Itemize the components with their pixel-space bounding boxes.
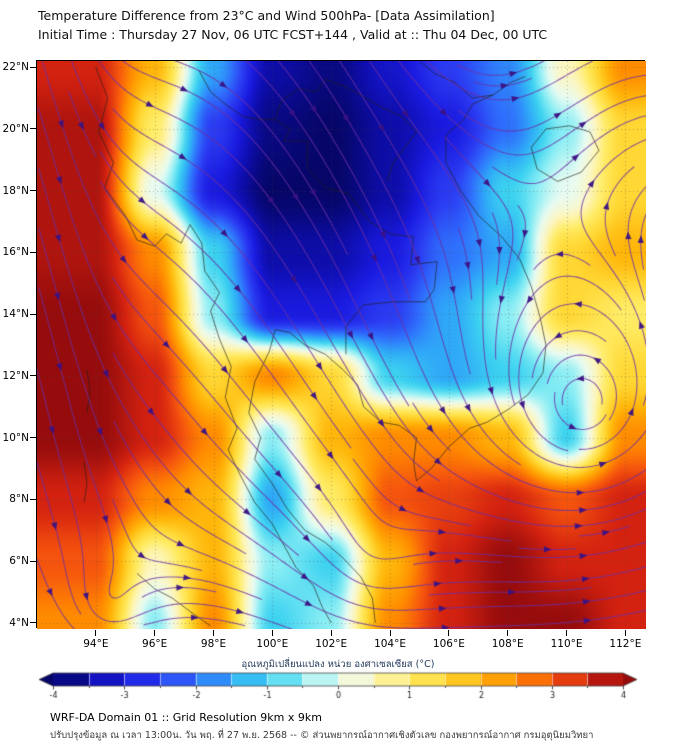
lon-tick-mark	[213, 630, 215, 636]
chart-subtitle: Initial Time : Thursday 27 Nov, 06 UTC F…	[38, 27, 548, 42]
lat-tick-mark	[30, 190, 36, 192]
lat-tick-mark	[30, 560, 36, 562]
lon-tick-label: 96°E	[142, 638, 168, 650]
lat-tick-mark	[30, 128, 36, 130]
lat-tick-label: 14°N	[2, 308, 29, 321]
lat-tick-label: 12°N	[2, 369, 29, 382]
lat-tick-mark	[30, 498, 36, 500]
temperature-wind-map-canvas	[37, 61, 646, 629]
lat-tick-mark	[30, 437, 36, 439]
lat-tick-label: 18°N	[2, 184, 29, 197]
lat-tick-mark	[30, 66, 36, 68]
colorbar-label: อุณหภูมิเปลี่ยนแปลง หน่วย องศาเซลเซียส (…	[241, 659, 435, 670]
lon-tick-label: 112°E	[609, 638, 642, 650]
lat-tick-label: 20°N	[2, 122, 29, 135]
lon-tick-mark	[448, 630, 450, 636]
lon-tick-label: 94°E	[83, 638, 109, 650]
lon-tick-label: 108°E	[491, 638, 524, 650]
lon-tick-mark	[330, 630, 332, 636]
colorbar-canvas	[36, 671, 640, 701]
lon-tick-mark	[95, 630, 97, 636]
map-area: 22°N 20°N 18°N 16°N 14°N 12°N 10°N 8°N 6°N 4°N 94°…	[3, 60, 646, 650]
lat-tick-label: 16°N	[2, 246, 29, 259]
lat-tick-mark	[30, 251, 36, 253]
lon-tick-label: 100°E	[256, 638, 289, 650]
lon-tick-label: 104°E	[374, 638, 406, 650]
lon-tick-mark	[566, 630, 568, 636]
lon-tick-label: 102°E	[315, 638, 348, 650]
footer-domain-info: WRF-DA Domain 01 :: Grid Resolution 9km …	[50, 711, 322, 724]
lon-tick-mark	[389, 630, 391, 636]
lat-tick-mark	[30, 622, 36, 624]
lon-tick-label: 110°E	[550, 638, 583, 650]
lon-tick-mark	[271, 630, 273, 636]
lon-tick-label: 106°E	[432, 638, 465, 650]
lon-tick-label: 98°E	[200, 638, 227, 650]
lat-tick-label: 22°N	[2, 61, 29, 74]
lat-tick-mark	[30, 313, 36, 315]
footer-update-info: ปรับปรุงข้อมูล ณ เวลา 13:00น. วัน พฤ. ที…	[50, 730, 594, 741]
lon-tick-mark	[507, 630, 509, 636]
colorbar	[36, 671, 640, 701]
lat-tick-label: 4°N	[9, 616, 29, 629]
lon-tick-mark	[154, 630, 156, 636]
lat-tick-mark	[30, 375, 36, 377]
lat-tick-label: 8°N	[9, 493, 29, 506]
chart-title: Temperature Difference from 23°C and Win…	[38, 8, 495, 23]
lat-tick-label: 6°N	[9, 555, 29, 568]
lon-tick-mark	[624, 630, 626, 636]
lat-tick-label: 10°N	[2, 431, 29, 444]
